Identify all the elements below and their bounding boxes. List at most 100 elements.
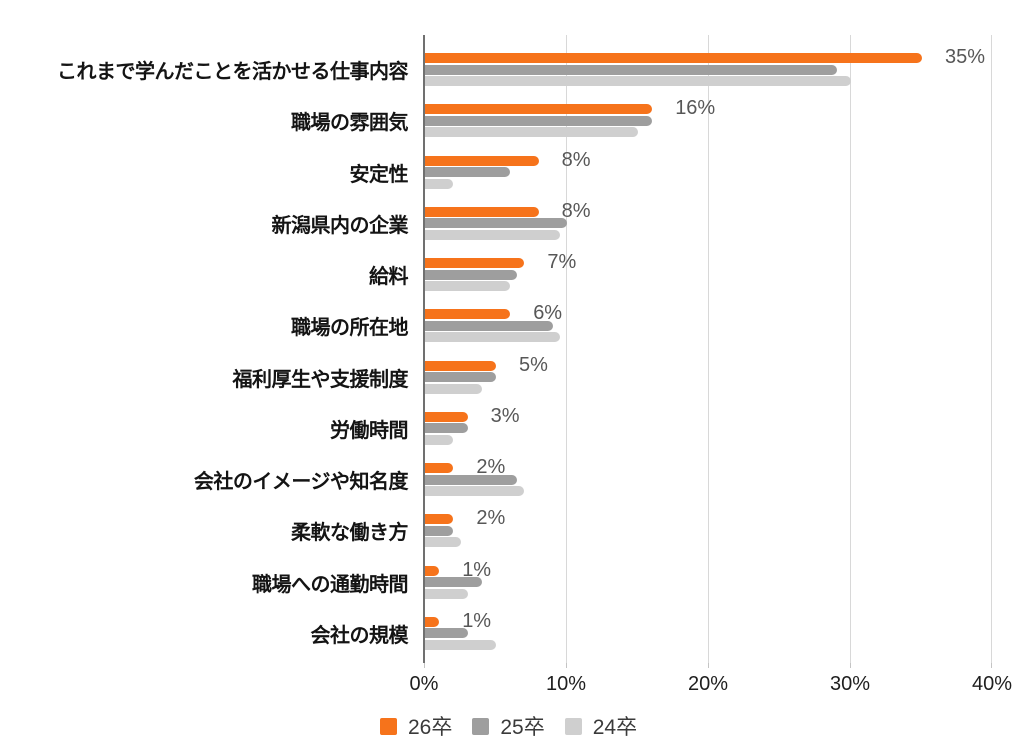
- bar-series-26卒: [425, 309, 511, 320]
- gridline-20: [708, 35, 709, 663]
- value-label: 7%: [547, 251, 577, 274]
- bar-series-24卒: [425, 639, 496, 650]
- legend-label: 25卒: [500, 716, 545, 739]
- bar-group: 7%: [425, 249, 993, 300]
- legend-label: 24卒: [592, 716, 638, 739]
- category-label: 柔軟な働き方: [291, 522, 409, 545]
- x-axis-tick-label: 40%: [971, 673, 1013, 695]
- x-axis-tick-label: 30%: [829, 673, 871, 695]
- bar-series-24卒: [425, 178, 454, 189]
- bar-rows: 35% 16% 8% 8% 7% 6% 5% 3% 2% 2% 1% 1%: [425, 44, 993, 659]
- bar-series-24卒: [425, 383, 482, 394]
- bar-group: 3%: [425, 403, 993, 454]
- bar-group: 16%: [425, 95, 993, 146]
- value-label: 35%: [945, 46, 986, 69]
- bar-group: 8%: [425, 147, 993, 198]
- category-label: 福利厚生や支援制度: [232, 368, 409, 391]
- value-label: 16%: [675, 97, 716, 120]
- bar-series-26卒: [425, 360, 496, 371]
- value-label: 3%: [490, 404, 520, 427]
- bar-group: 1%: [425, 608, 993, 659]
- bar-series-25卒: [425, 525, 454, 536]
- bar-series-26卒: [425, 463, 454, 474]
- value-label: 2%: [476, 507, 506, 530]
- legend-item: 26卒: [380, 711, 452, 741]
- value-label: 8%: [561, 199, 591, 222]
- bar-series-24卒: [425, 588, 468, 599]
- bar-group: 2%: [425, 505, 993, 556]
- category-label: 職場の雰囲気: [291, 112, 409, 135]
- plot-area: [424, 35, 992, 663]
- bar-series-25卒: [425, 320, 553, 331]
- bar-series-25卒: [425, 577, 482, 588]
- bar-group: 2%: [425, 454, 993, 505]
- bar-series-26卒: [425, 155, 539, 166]
- bar-series-24卒: [425, 229, 560, 240]
- gridline-40: [991, 35, 992, 663]
- bar-group: 6%: [425, 300, 993, 351]
- bar-series-26卒: [425, 206, 539, 217]
- bar-series-25卒: [425, 218, 567, 229]
- legend-swatch: [564, 717, 582, 735]
- tick-mark-0: [424, 663, 425, 668]
- bar-series-26卒: [425, 104, 653, 115]
- x-axis-tick-label: 20%: [687, 673, 729, 695]
- category-label: 新潟県内の企業: [271, 214, 409, 237]
- category-label: 給料: [369, 266, 409, 289]
- tick-mark-30: [850, 663, 851, 668]
- bar-group: 5%: [425, 352, 993, 403]
- bar-series-26卒: [425, 258, 525, 269]
- category-label: 職場への通勤時間: [252, 573, 409, 596]
- legend-swatch: [472, 717, 490, 735]
- bar-series-25卒: [425, 423, 468, 434]
- category-labels: これまで学んだことを活かせる仕事内容 職場の雰囲気 安定性 新潟県内の企業 給料 職場の所…: [0, 44, 417, 659]
- bar-series-25卒: [425, 64, 837, 75]
- x-axis-labels: 0% 10% 20% 30% 40%: [0, 673, 1024, 697]
- value-label: 1%: [462, 558, 492, 581]
- bar-series-26卒: [425, 53, 922, 64]
- value-label: 2%: [476, 456, 506, 479]
- tick-mark-10: [566, 663, 567, 668]
- bar-series-24卒: [425, 537, 461, 548]
- bar-series-25卒: [425, 115, 653, 126]
- bar-series-25卒: [425, 167, 511, 178]
- category-label: これまで学んだことを活かせる仕事内容: [57, 61, 409, 84]
- bar-series-26卒: [425, 514, 454, 525]
- y-axis-line: [423, 35, 425, 663]
- bar-series-24卒: [425, 76, 851, 87]
- legend-item: 25卒: [472, 711, 545, 741]
- value-label: 5%: [519, 353, 548, 376]
- category-label: 職場の所在地: [291, 317, 409, 340]
- bar-group: 35%: [425, 44, 993, 95]
- bar-series-24卒: [425, 127, 638, 138]
- bar-series-25卒: [425, 628, 468, 639]
- bar-series-24卒: [425, 486, 525, 497]
- value-label: 6%: [533, 302, 563, 325]
- value-label: 8%: [561, 148, 591, 171]
- bar-series-26卒: [425, 565, 440, 576]
- tick-mark-40: [991, 663, 992, 668]
- bar-series-25卒: [425, 269, 518, 280]
- legend: 26卒 25卒 24卒: [380, 711, 637, 741]
- category-label: 会社の規模: [310, 624, 409, 647]
- category-label: 会社のイメージや知名度: [193, 471, 409, 494]
- legend-swatch: [380, 717, 397, 735]
- bar-series-26卒: [425, 616, 440, 627]
- x-axis-tick-label: 10%: [545, 673, 587, 695]
- tick-mark-20: [708, 663, 709, 668]
- gridline-10: [566, 35, 567, 663]
- legend-label: 26卒: [408, 716, 453, 739]
- bar-series-25卒: [425, 474, 518, 485]
- bar-series-24卒: [425, 281, 511, 292]
- category-label: 労働時間: [330, 419, 409, 442]
- gridline-30: [850, 35, 851, 663]
- legend-item: 24卒: [564, 711, 638, 741]
- bar-group: 1%: [425, 557, 993, 608]
- x-axis-tick-label: 0%: [409, 673, 439, 695]
- value-label: 1%: [462, 609, 492, 632]
- bar-series-25卒: [425, 372, 496, 383]
- bar-series-24卒: [425, 434, 454, 445]
- bar-series-24卒: [425, 332, 560, 343]
- bar-series-26卒: [425, 411, 468, 422]
